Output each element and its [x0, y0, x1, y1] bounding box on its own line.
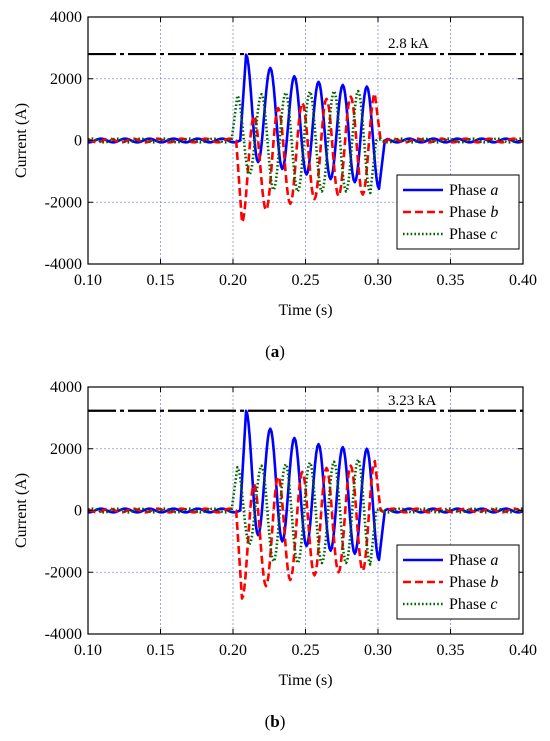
y-ticks: -4000 -2000 0 2000 4000	[45, 379, 523, 643]
y-tick-label: -2000	[45, 194, 82, 211]
series-line-phase-c	[87, 89, 524, 195]
series-line-phase-a	[87, 53, 524, 190]
x-tick-label: 0.15	[147, 642, 175, 659]
y-tick-label: 2000	[50, 441, 82, 458]
legend-label: Phase b	[449, 204, 498, 221]
x-tick-label: 0.35	[437, 642, 465, 659]
legend-label: Phase a	[449, 552, 498, 569]
x-tick-label: 0.10	[74, 272, 102, 289]
x-axis-label: Time (s)	[278, 302, 332, 319]
legend-label: Phase b	[449, 574, 498, 591]
y-axis-label: Current (A)	[13, 103, 30, 178]
y-tick-label: 0	[74, 133, 82, 150]
x-tick-label: 0.15	[147, 272, 175, 289]
x-tick-label: 0.40	[509, 642, 537, 659]
series-line-phase-c	[87, 458, 524, 566]
panel-label: (b)	[265, 712, 286, 731]
legend: Phase a Phase b Phase c	[396, 174, 520, 250]
x-tick-label: 0.30	[364, 272, 392, 289]
legend-label: Phase c	[449, 596, 497, 613]
legend-label: Phase a	[449, 182, 498, 199]
x-tick-label: 0.30	[364, 642, 392, 659]
legend-label: Phase c	[449, 226, 497, 243]
y-tick-label: -2000	[45, 564, 82, 581]
x-tick-label: 0.40	[509, 272, 537, 289]
x-tick-label: 0.10	[74, 642, 102, 659]
x-tick-label: 0.20	[219, 642, 247, 659]
y-tick-label: -4000	[45, 626, 82, 643]
x-tick-label: 0.35	[437, 272, 465, 289]
chart-a-svg: 2.8 kA0.10 0.15 0.20 0.25 0.30 0.35 0.40-4000-…	[13, 9, 537, 361]
x-tick-label: 0.25	[292, 272, 320, 289]
chart-panel-b: 3.23 kA 0.10 0.15 0.20 0.25 0.30 0.35 0.40 -4000…	[0, 370, 550, 740]
peak-line-label: 3.23 kA	[388, 393, 437, 409]
y-tick-label: 0	[74, 503, 82, 520]
x-ticks: 0.10 0.15 0.20 0.25 0.30 0.35 0.40	[74, 17, 537, 289]
x-ticks: 0.10 0.15 0.20 0.25 0.30 0.35 0.40	[74, 387, 537, 659]
x-tick-label: 0.25	[292, 642, 320, 659]
legend: Phase a Phase b Phase c	[396, 544, 520, 620]
y-ticks: -4000 -2000 0 2000 4000	[45, 9, 523, 273]
y-tick-label: 4000	[50, 9, 82, 26]
y-tick-label: 4000	[50, 379, 82, 396]
y-tick-label: 2000	[50, 71, 82, 88]
chart-panel-a: 2.8 kA 0.10 0.15 0.20 0.25 0.30 0.35 0.40 -4000-…	[0, 0, 550, 370]
chart-b-svg: 3.23 kA0.10 0.15 0.20 0.25 0.30 0.35 0.40-4000…	[13, 379, 537, 731]
x-axis-label: Time (s)	[278, 672, 332, 689]
y-axis-label: Current (A)	[13, 473, 30, 548]
peak-line-label: 2.8 kA	[388, 36, 429, 52]
x-tick-label: 0.20	[219, 272, 247, 289]
panel-label: (a)	[265, 342, 285, 361]
y-tick-label: -4000	[45, 256, 82, 273]
